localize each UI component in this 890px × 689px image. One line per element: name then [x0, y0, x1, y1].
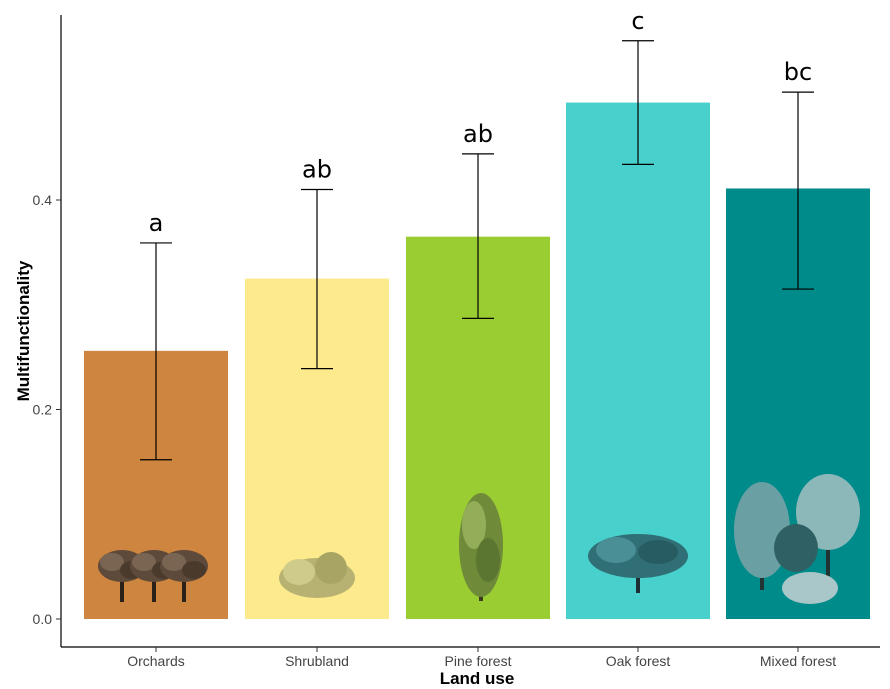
- y-tick-label: 0.2: [33, 402, 53, 418]
- y-tick-label: 0.4: [33, 192, 53, 208]
- significance-label: a: [149, 209, 164, 237]
- significance-label: ab: [302, 156, 332, 184]
- significance-label: ab: [463, 120, 493, 148]
- x-tick-label: Orchards: [127, 653, 185, 669]
- significance-label: c: [631, 7, 644, 35]
- mixed-forest-icon: [734, 474, 860, 604]
- x-axis-ticks: Orchards Shrubland Pine forest Oak forest Mi…: [127, 647, 836, 669]
- x-tick-label: Mixed forest: [760, 653, 836, 669]
- x-axis-title: Land use: [440, 669, 515, 688]
- y-axis-title: Multifunctionality: [14, 260, 33, 401]
- error-bar: [622, 40, 654, 165]
- x-tick-label: Shrubland: [285, 653, 349, 669]
- x-tick-label: Pine forest: [445, 653, 512, 669]
- significance-label: bc: [784, 58, 812, 86]
- pine-tree-icon: [459, 493, 503, 601]
- error-bar: [301, 188, 333, 370]
- oak-tree-icon: [588, 534, 688, 593]
- y-axis-ticks: 0.0 0.2 0.4: [33, 192, 61, 627]
- x-tick-label: Oak forest: [606, 653, 671, 669]
- significance-labels: a ab ab c bc: [149, 7, 813, 237]
- error-bars: [140, 40, 814, 461]
- y-tick-label: 0.0: [33, 611, 53, 627]
- error-bar: [462, 153, 494, 319]
- olive-tree-icon: [98, 550, 208, 602]
- tree-icons: [98, 474, 860, 604]
- bar-oak-forest: [566, 102, 710, 619]
- error-bar: [140, 242, 172, 461]
- shrub-icon: [279, 552, 355, 598]
- error-bar: [782, 91, 814, 290]
